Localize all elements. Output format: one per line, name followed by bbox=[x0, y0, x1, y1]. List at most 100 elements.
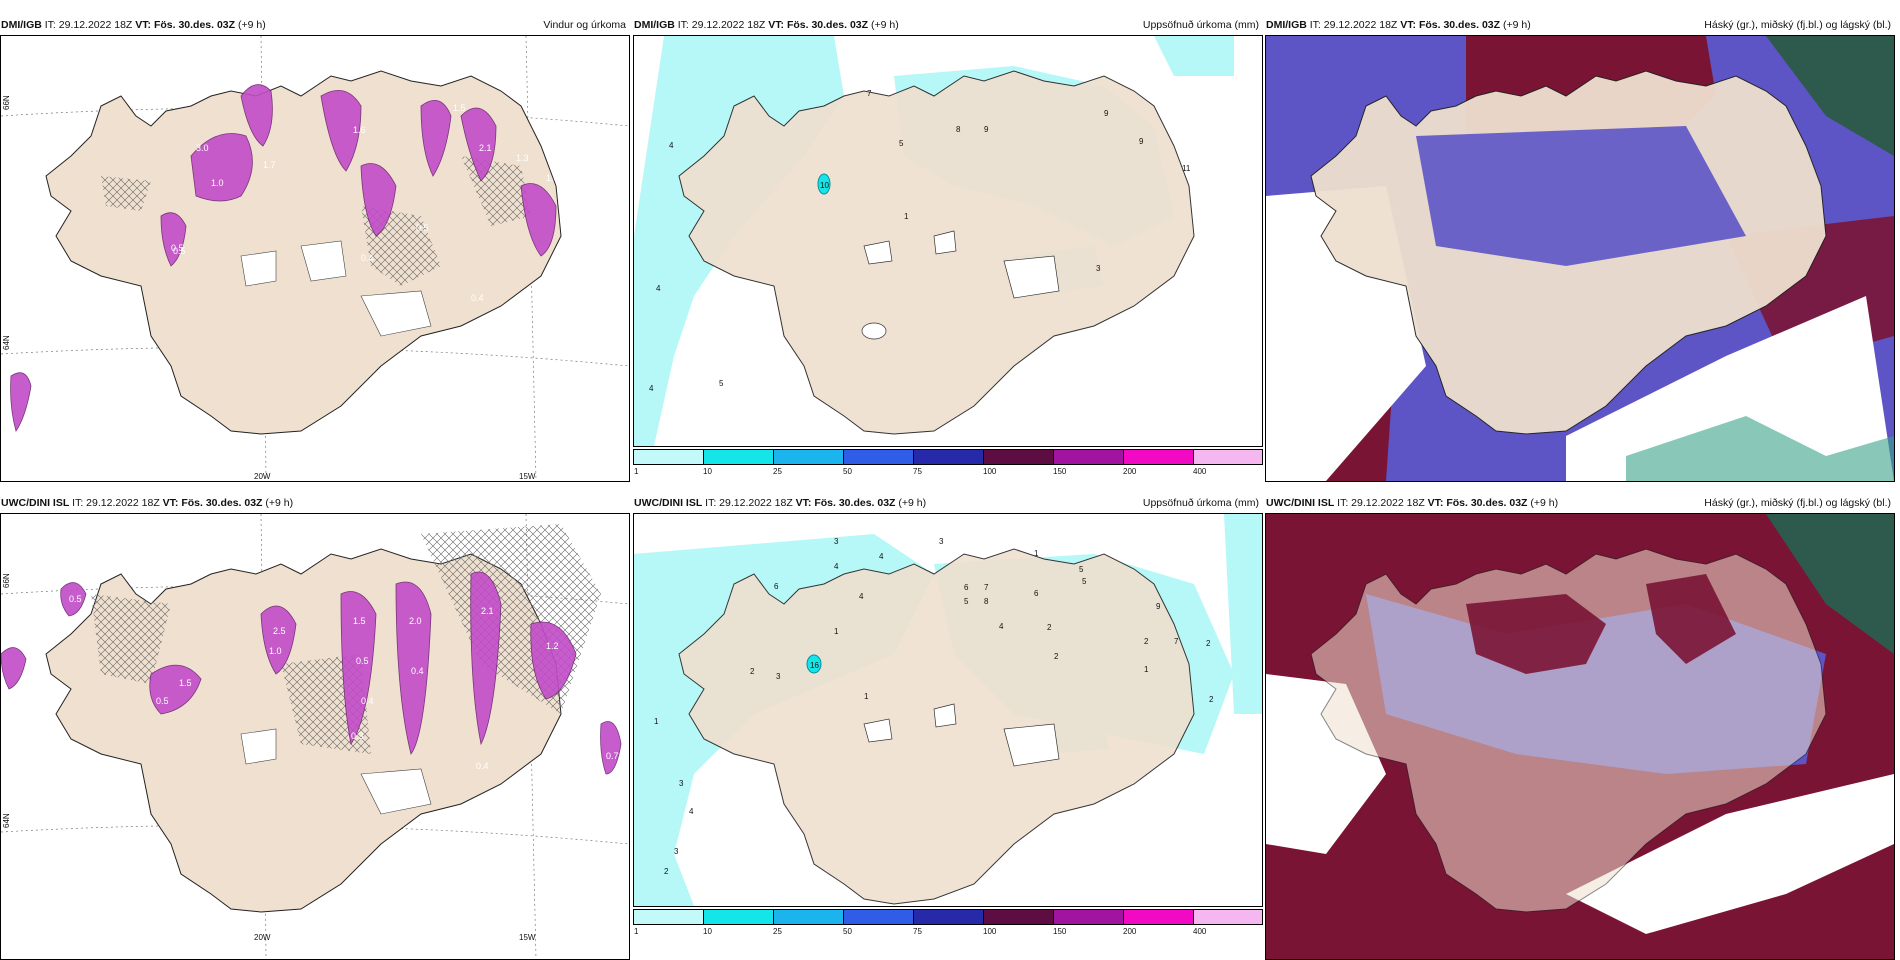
colorbar: 1 10 25 50 75 100 150 200 400 bbox=[633, 449, 1263, 479]
svg-text:6: 6 bbox=[1034, 589, 1039, 598]
colorbar-tick: 1 bbox=[634, 927, 639, 936]
precip-values: 7 4 5 8 9 9 9 11 10 1 3 4 4 5 bbox=[649, 89, 1191, 393]
svg-text:5: 5 bbox=[719, 379, 724, 388]
svg-text:0.5: 0.5 bbox=[356, 656, 369, 666]
svg-text:5: 5 bbox=[1082, 577, 1087, 586]
colorbar-tick: 25 bbox=[773, 927, 782, 936]
svg-text:5: 5 bbox=[964, 597, 969, 606]
svg-text:1.0: 1.0 bbox=[211, 178, 224, 188]
lead-time: (+9 h) bbox=[898, 497, 927, 509]
panel-wind-precip-dmi: DMI/IGB IT: 29.12.2022 18Z VT: Fös. 30.d… bbox=[0, 15, 630, 482]
svg-text:4: 4 bbox=[859, 592, 864, 601]
colorbar-tick: 75 bbox=[913, 927, 922, 936]
panel-header: DMI/IGB IT: 29.12.2022 18Z VT: Fös. 30.d… bbox=[1265, 15, 1895, 35]
svg-text:4: 4 bbox=[689, 807, 694, 816]
svg-text:8: 8 bbox=[956, 125, 961, 134]
colorbar-swatch bbox=[913, 909, 984, 925]
svg-text:2.1: 2.1 bbox=[481, 606, 494, 616]
svg-text:2: 2 bbox=[1047, 623, 1052, 632]
svg-text:0.5: 0.5 bbox=[69, 594, 82, 604]
colorbar-tick: 200 bbox=[1123, 927, 1137, 936]
lon-label: 15W bbox=[519, 472, 536, 481]
lead-time: (+9 h) bbox=[870, 19, 899, 31]
lat-label: 66N bbox=[2, 573, 11, 588]
svg-text:3: 3 bbox=[1096, 264, 1101, 273]
init-time: IT: 29.12.2022 18Z bbox=[44, 19, 133, 31]
colorbar-tick: 75 bbox=[913, 467, 922, 476]
svg-text:0.4: 0.4 bbox=[361, 696, 374, 706]
map-accum-precip[interactable]: 3 4 4 3 1 5 6 4 6 7 5 8 6 5 4 2 2 16 1 3 bbox=[633, 513, 1263, 907]
colorbar-tick: 50 bbox=[843, 927, 852, 936]
svg-text:8: 8 bbox=[984, 597, 989, 606]
valid-time: Fös. 30.des. 03Z bbox=[786, 19, 869, 31]
colorbar-swatch bbox=[1123, 909, 1194, 925]
svg-text:9: 9 bbox=[984, 125, 989, 134]
colorbar-tick: 100 bbox=[983, 467, 997, 476]
model-source: DMI/IGB bbox=[1, 19, 42, 31]
init-time: IT: 29.12.2022 18Z bbox=[677, 19, 766, 31]
svg-text:6: 6 bbox=[774, 582, 779, 591]
svg-text:0.5: 0.5 bbox=[171, 243, 184, 253]
svg-text:2: 2 bbox=[1144, 637, 1149, 646]
valid-time: Fös. 30.des. 03Z bbox=[181, 497, 263, 509]
svg-text:0.4: 0.4 bbox=[476, 761, 489, 771]
map-wind-precip[interactable]: 0.5 3.0 1.7 1.0 1.6 2.1 1.5 0.5 0.5 0.4 … bbox=[0, 35, 630, 482]
precip-bands bbox=[1, 571, 622, 775]
colorbar-swatch bbox=[843, 909, 914, 925]
colorbar-tick: 150 bbox=[1053, 467, 1067, 476]
init-time: IT: 29.12.2022 18Z bbox=[1337, 497, 1425, 509]
colorbar-tick: 10 bbox=[703, 927, 712, 936]
map-canvas: 0.5 3.0 1.7 1.0 1.6 2.1 1.5 0.5 0.5 0.4 … bbox=[1, 36, 629, 481]
map-canvas bbox=[1266, 514, 1894, 959]
svg-text:9: 9 bbox=[1139, 137, 1144, 146]
map-accum-precip[interactable]: 7 4 5 8 9 9 9 11 10 1 3 4 4 5 bbox=[633, 35, 1263, 447]
panel-header: DMI/IGB IT: 29.12.2022 18Z VT: Fös. 30.d… bbox=[0, 15, 630, 35]
svg-text:5: 5 bbox=[1079, 565, 1084, 574]
svg-text:9: 9 bbox=[1156, 602, 1161, 611]
svg-text:1.5: 1.5 bbox=[353, 616, 366, 626]
colorbar-tick: 50 bbox=[843, 467, 852, 476]
panel-clouds-uwc: UWC/DINI ISL IT: 29.12.2022 18Z VT: Fös.… bbox=[1265, 493, 1895, 960]
svg-text:3: 3 bbox=[674, 847, 679, 856]
colorbar: 1 10 25 50 75 100 150 200 400 bbox=[633, 909, 1263, 939]
lead-time: (+9 h) bbox=[1530, 497, 1559, 509]
svg-text:1: 1 bbox=[654, 717, 659, 726]
precip-bands bbox=[10, 84, 557, 432]
valid-time: Fös. 30.des. 03Z bbox=[814, 497, 896, 509]
svg-text:2.1: 2.1 bbox=[479, 143, 492, 153]
svg-text:2: 2 bbox=[664, 867, 669, 876]
model-source: UWC/DINI ISL bbox=[1, 497, 70, 509]
svg-text:7: 7 bbox=[1174, 637, 1179, 646]
svg-text:3: 3 bbox=[834, 537, 839, 546]
svg-text:0.5: 0.5 bbox=[416, 223, 429, 233]
svg-text:1.5: 1.5 bbox=[179, 678, 192, 688]
lat-label: 64N bbox=[2, 335, 11, 350]
model-source: UWC/DINI ISL bbox=[634, 497, 703, 509]
model-source: DMI/IGB bbox=[1266, 19, 1307, 31]
colorbar-swatch bbox=[773, 449, 844, 465]
colorbar-tick: 200 bbox=[1123, 467, 1137, 476]
svg-text:0.7: 0.7 bbox=[606, 751, 619, 761]
svg-text:4: 4 bbox=[649, 384, 654, 393]
panel-accum-precip-dmi: DMI/IGB IT: 29.12.2022 18Z VT: Fös. 30.d… bbox=[633, 15, 1263, 482]
svg-text:4: 4 bbox=[834, 562, 839, 571]
svg-text:2.5: 2.5 bbox=[273, 626, 286, 636]
precip-values: 0.5 1.5 0.5 2.5 1.0 1.5 0.5 2.0 0.4 0.4 … bbox=[69, 594, 619, 771]
colorbar-swatch bbox=[983, 449, 1054, 465]
panel-title: Háský (gr.), miðský (fj.bl.) og lágský (… bbox=[1704, 19, 1891, 31]
map-canvas: 3 4 4 3 1 5 6 4 6 7 5 8 6 5 4 2 2 16 1 3 bbox=[634, 514, 1262, 906]
svg-text:7: 7 bbox=[984, 583, 989, 592]
panel-header: UWC/DINI ISL IT: 29.12.2022 18Z VT: Fös.… bbox=[1265, 493, 1895, 513]
panel-accum-precip-uwc: UWC/DINI ISL IT: 29.12.2022 18Z VT: Fös.… bbox=[633, 493, 1263, 960]
svg-text:3: 3 bbox=[679, 779, 684, 788]
map-clouds[interactable] bbox=[1265, 513, 1895, 960]
map-clouds[interactable] bbox=[1265, 35, 1895, 482]
svg-text:0.4: 0.4 bbox=[361, 253, 374, 263]
valid-time: Fös. 30.des. 03Z bbox=[1418, 19, 1501, 31]
colorbar-tick: 1 bbox=[634, 467, 639, 476]
colorbar-swatch bbox=[773, 909, 844, 925]
valid-time: Fös. 30.des. 03Z bbox=[1446, 497, 1528, 509]
lead-time: (+9 h) bbox=[1502, 19, 1531, 31]
map-wind-precip[interactable]: 0.5 1.5 0.5 2.5 1.0 1.5 0.5 2.0 0.4 0.4 … bbox=[0, 513, 630, 960]
svg-text:1.3: 1.3 bbox=[516, 153, 529, 163]
